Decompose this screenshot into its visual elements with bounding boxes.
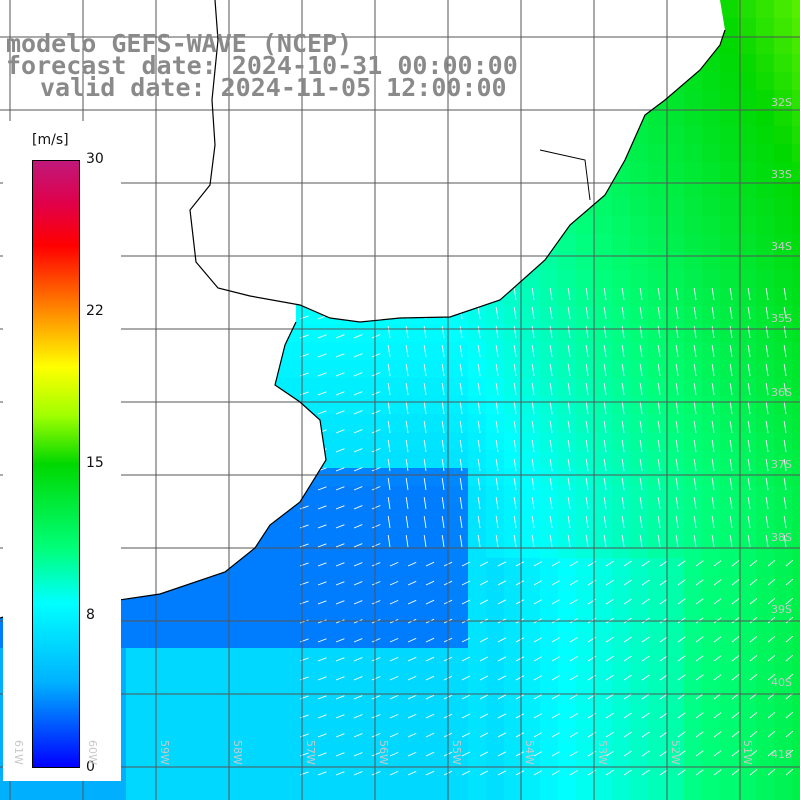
lat-label-40s: 40S: [771, 676, 792, 689]
lon-label-54w: 54W: [523, 740, 536, 765]
colorbar-tick-22: 22: [86, 303, 104, 319]
lon-label-58w: 58W: [231, 740, 244, 765]
lat-label-32s: 32S: [771, 96, 792, 109]
border-line: [539, 149, 591, 201]
title-valid-date: valid date: 2024-11-05 12:00:00: [40, 73, 507, 102]
lon-label-52w: 52W: [669, 740, 682, 765]
title-model: modelo GEFS-WAVE (NCEP): [6, 29, 353, 58]
colorbar: [32, 160, 80, 768]
lon-label-61w: 61W: [12, 740, 25, 765]
colorbar-tick-30: 30: [86, 151, 104, 167]
colorbar-unit: [m/s]: [32, 132, 69, 148]
land-north: [0, 0, 725, 322]
lon-label-53w: 53W: [596, 740, 609, 765]
lat-label-38s: 38S: [771, 531, 792, 544]
colorbar-tick-15: 15: [86, 455, 104, 471]
lon-label-56w: 56W: [377, 740, 390, 765]
lat-label-41s: 41S: [771, 748, 792, 761]
lon-label-60w: 60W: [86, 740, 99, 765]
coastline-north: [189, 0, 726, 323]
lat-label-34s: 34S: [771, 240, 792, 253]
lat-label-37s: 37S: [771, 458, 792, 471]
lon-label-51w: 51W: [741, 740, 754, 765]
lon-label-59w: 59W: [158, 740, 171, 765]
lon-label-57w: 57W: [304, 740, 317, 765]
lon-label-55w: 55W: [450, 740, 463, 765]
colorbar-tick-8: 8: [86, 607, 95, 623]
colorbar-tick-0: 0: [86, 759, 95, 775]
lat-label-35s: 35S: [771, 312, 792, 325]
lat-label-39s: 39S: [771, 603, 792, 616]
lat-label-33s: 33S: [771, 168, 792, 181]
title-forecast-date: forecast date: 2024-10-31 00:00:00: [6, 51, 518, 80]
lat-label-36s: 36S: [771, 386, 792, 399]
